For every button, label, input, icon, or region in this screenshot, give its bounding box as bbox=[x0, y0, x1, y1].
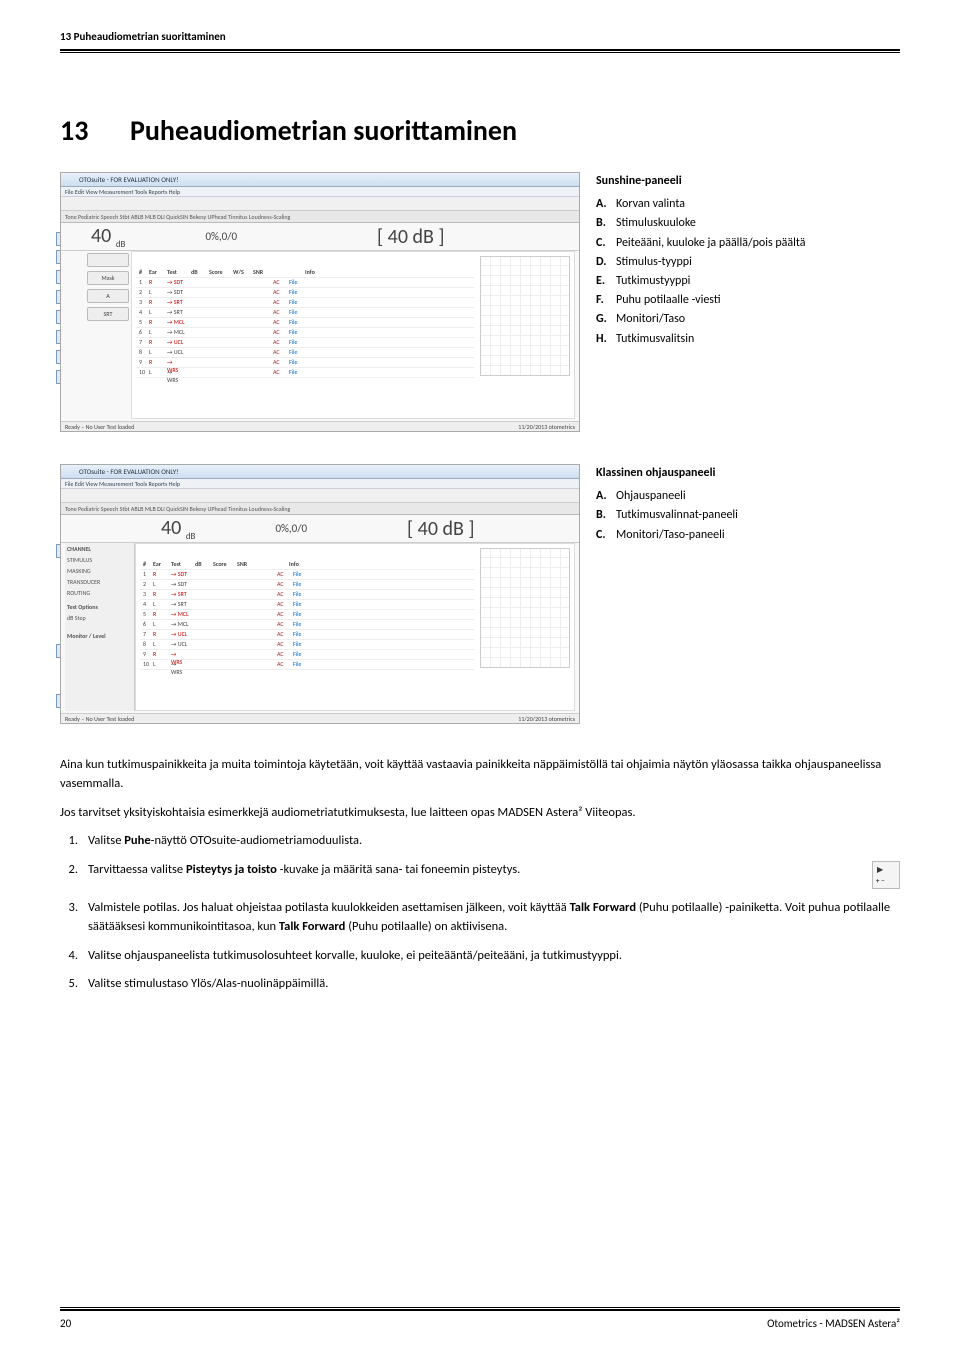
header-rule bbox=[60, 49, 900, 53]
legend-item: C.Peiteääni, kuuloke ja päällä/pois pääl… bbox=[596, 234, 806, 253]
footer-rule bbox=[60, 1307, 900, 1311]
legend-classic: Klassinen ohjauspaneeli A.OhjauspaneeliB… bbox=[596, 464, 738, 545]
chapter-title: 13Puheaudiometrian suorittaminen bbox=[60, 113, 900, 148]
mock-btn-ear bbox=[87, 253, 129, 267]
display-pct2: 0%,0/0 bbox=[275, 522, 307, 535]
page-footer: 20 Otometrics - MADSEN Astera² bbox=[60, 1307, 900, 1330]
mock-btn-srt: SRT bbox=[87, 307, 129, 321]
panel2-row: A B C OTOsuite - FOR EVALUATION ONLY! Fi… bbox=[60, 464, 900, 724]
list-item: 5. Valitse stimulustaso Ylös/Alas-nuolin… bbox=[60, 975, 900, 994]
legend-sunshine: Sunshine-paneeli A.Korvan valintaB.Stimu… bbox=[596, 172, 806, 349]
mock-statusbar: Ready – No User Test loaded 11/20/2013 o… bbox=[61, 421, 579, 431]
mock-tabs2: Tone Pediatric Speech Stbt ABLB MLB DLI … bbox=[61, 503, 579, 515]
mock-btn-mask: Mask bbox=[87, 271, 129, 285]
control-panel-side: CHANNEL STIMULUS MASKING TRANSDUCER ROUT… bbox=[65, 543, 135, 711]
mock-center: # Ear Test dB Score W/S SNR Info 1R→ SDT… bbox=[131, 251, 575, 419]
legend-item: H.Tutkimusvalitsin bbox=[596, 330, 806, 349]
display-db-right: [ 40 dB ] bbox=[377, 225, 445, 249]
mock-menubar2: File Edit View Measurement Tools Reports… bbox=[61, 479, 579, 489]
mock-table: # Ear Test dB Score W/S SNR Info 1R→ SDT… bbox=[136, 268, 474, 378]
status-left: Ready – No User Test loaded bbox=[65, 422, 134, 431]
chapter-title-text: Puheaudiometrian suorittaminen bbox=[130, 113, 517, 148]
mock-tabs: Tone Pediatric Speech Stbt ABLB MLB DLI … bbox=[61, 211, 579, 223]
display-db-left2: 40 dB bbox=[161, 516, 195, 542]
mock-toolbar bbox=[61, 197, 579, 211]
legend-item: C.Monitori/Taso-paneeli bbox=[596, 526, 738, 545]
mock-displays: 40 dB 0%,0/0 [ 40 dB ] bbox=[61, 223, 579, 251]
mock-audiogram-chart bbox=[480, 256, 570, 376]
legend-item: G.Monitori/Taso bbox=[596, 310, 806, 329]
mock-body: Mask A SRT # Ear Test dB Score W/S bbox=[85, 251, 575, 419]
page-number: 20 bbox=[60, 1317, 71, 1330]
legend-title: Sunshine-paneeli bbox=[596, 172, 806, 191]
mock-body2: CHANNEL STIMULUS MASKING TRANSDUCER ROUT… bbox=[65, 543, 575, 711]
para-2: Jos tarvitset yksityiskohtaisia esimerkk… bbox=[60, 804, 900, 823]
numbered-list: 1. Valitse Puhe-näyttö OTOsuite-audiomet… bbox=[60, 832, 900, 994]
legend-item: A.Korvan valinta bbox=[596, 195, 806, 214]
status-left2: Ready – No User Test loaded bbox=[65, 714, 134, 723]
running-header: 13 Puheaudiometrian suorittaminen bbox=[60, 30, 900, 49]
mock-btn-a: A bbox=[87, 289, 129, 303]
list-item: 3. Valmistele potilas. Jos haluat ohjeis… bbox=[60, 899, 900, 937]
list-item: 2. Tarvittaessa valitse Pisteytys ja toi… bbox=[60, 861, 900, 889]
mock-titlebar: OTOsuite - FOR EVALUATION ONLY! bbox=[61, 173, 579, 187]
legend-item: B.Stimuluskuuloke bbox=[596, 214, 806, 233]
legend-item: F.Puhu potilaalle -viesti bbox=[596, 291, 806, 310]
mock-menubar: File Edit View Measurement Tools Reports… bbox=[61, 187, 579, 197]
legend-item: D.Stimulus-tyyppi bbox=[596, 253, 806, 272]
panel1-row: A B C D E F G H OTOsuite - FOR EVALUATIO… bbox=[60, 172, 900, 432]
mock-table2: # Ear Test dB Score SNR Info 1R→ SDTACFi… bbox=[140, 560, 474, 670]
status-right: 11/20/2013 otometrics bbox=[518, 422, 575, 431]
display-pct: 0%,0/0 bbox=[205, 230, 237, 243]
legend-title2: Klassinen ohjauspaneeli bbox=[596, 464, 738, 483]
scoring-repeat-icon bbox=[872, 861, 900, 889]
mock-center2: # Ear Test dB Score SNR Info 1R→ SDTACFi… bbox=[135, 543, 575, 711]
product-name: Otometrics - MADSEN Astera² bbox=[767, 1317, 900, 1330]
mock-statusbar2: Ready – No User Test loaded 11/20/2013 o… bbox=[61, 713, 579, 723]
mock-audiogram-chart2 bbox=[480, 548, 570, 668]
mock-titlebar2: OTOsuite - FOR EVALUATION ONLY! bbox=[61, 465, 579, 479]
legend-item: B.Tutkimusvalinnat-paneeli bbox=[596, 506, 738, 525]
display-db-right2: [ 40 dB ] bbox=[407, 517, 475, 541]
screenshot-classic: OTOsuite - FOR EVALUATION ONLY! File Edi… bbox=[60, 464, 580, 724]
legend-item: A.Ohjauspaneeli bbox=[596, 487, 738, 506]
mock-displays2: 40 dB 0%,0/0 [ 40 dB ] bbox=[61, 515, 579, 543]
para-1: Aina kun tutkimuspainikkeita ja muita to… bbox=[60, 756, 900, 794]
legend-item: E.Tutkimustyyppi bbox=[596, 272, 806, 291]
status-right2: 11/20/2013 otometrics bbox=[518, 714, 575, 723]
screenshot-sunshine: OTOsuite - FOR EVALUATION ONLY! File Edi… bbox=[60, 172, 580, 432]
display-db-left: 40 dB bbox=[91, 224, 125, 250]
mock-left-buttons: Mask A SRT bbox=[85, 251, 131, 419]
list-item: 1. Valitse Puhe-näyttö OTOsuite-audiomet… bbox=[60, 832, 900, 851]
mock-toolbar2 bbox=[61, 489, 579, 503]
body-text: Aina kun tutkimuspainikkeita ja muita to… bbox=[60, 756, 900, 994]
chapter-number: 13 bbox=[60, 113, 130, 148]
list-item: 4. Valitse ohjauspaneelista tutkimusolos… bbox=[60, 947, 900, 966]
